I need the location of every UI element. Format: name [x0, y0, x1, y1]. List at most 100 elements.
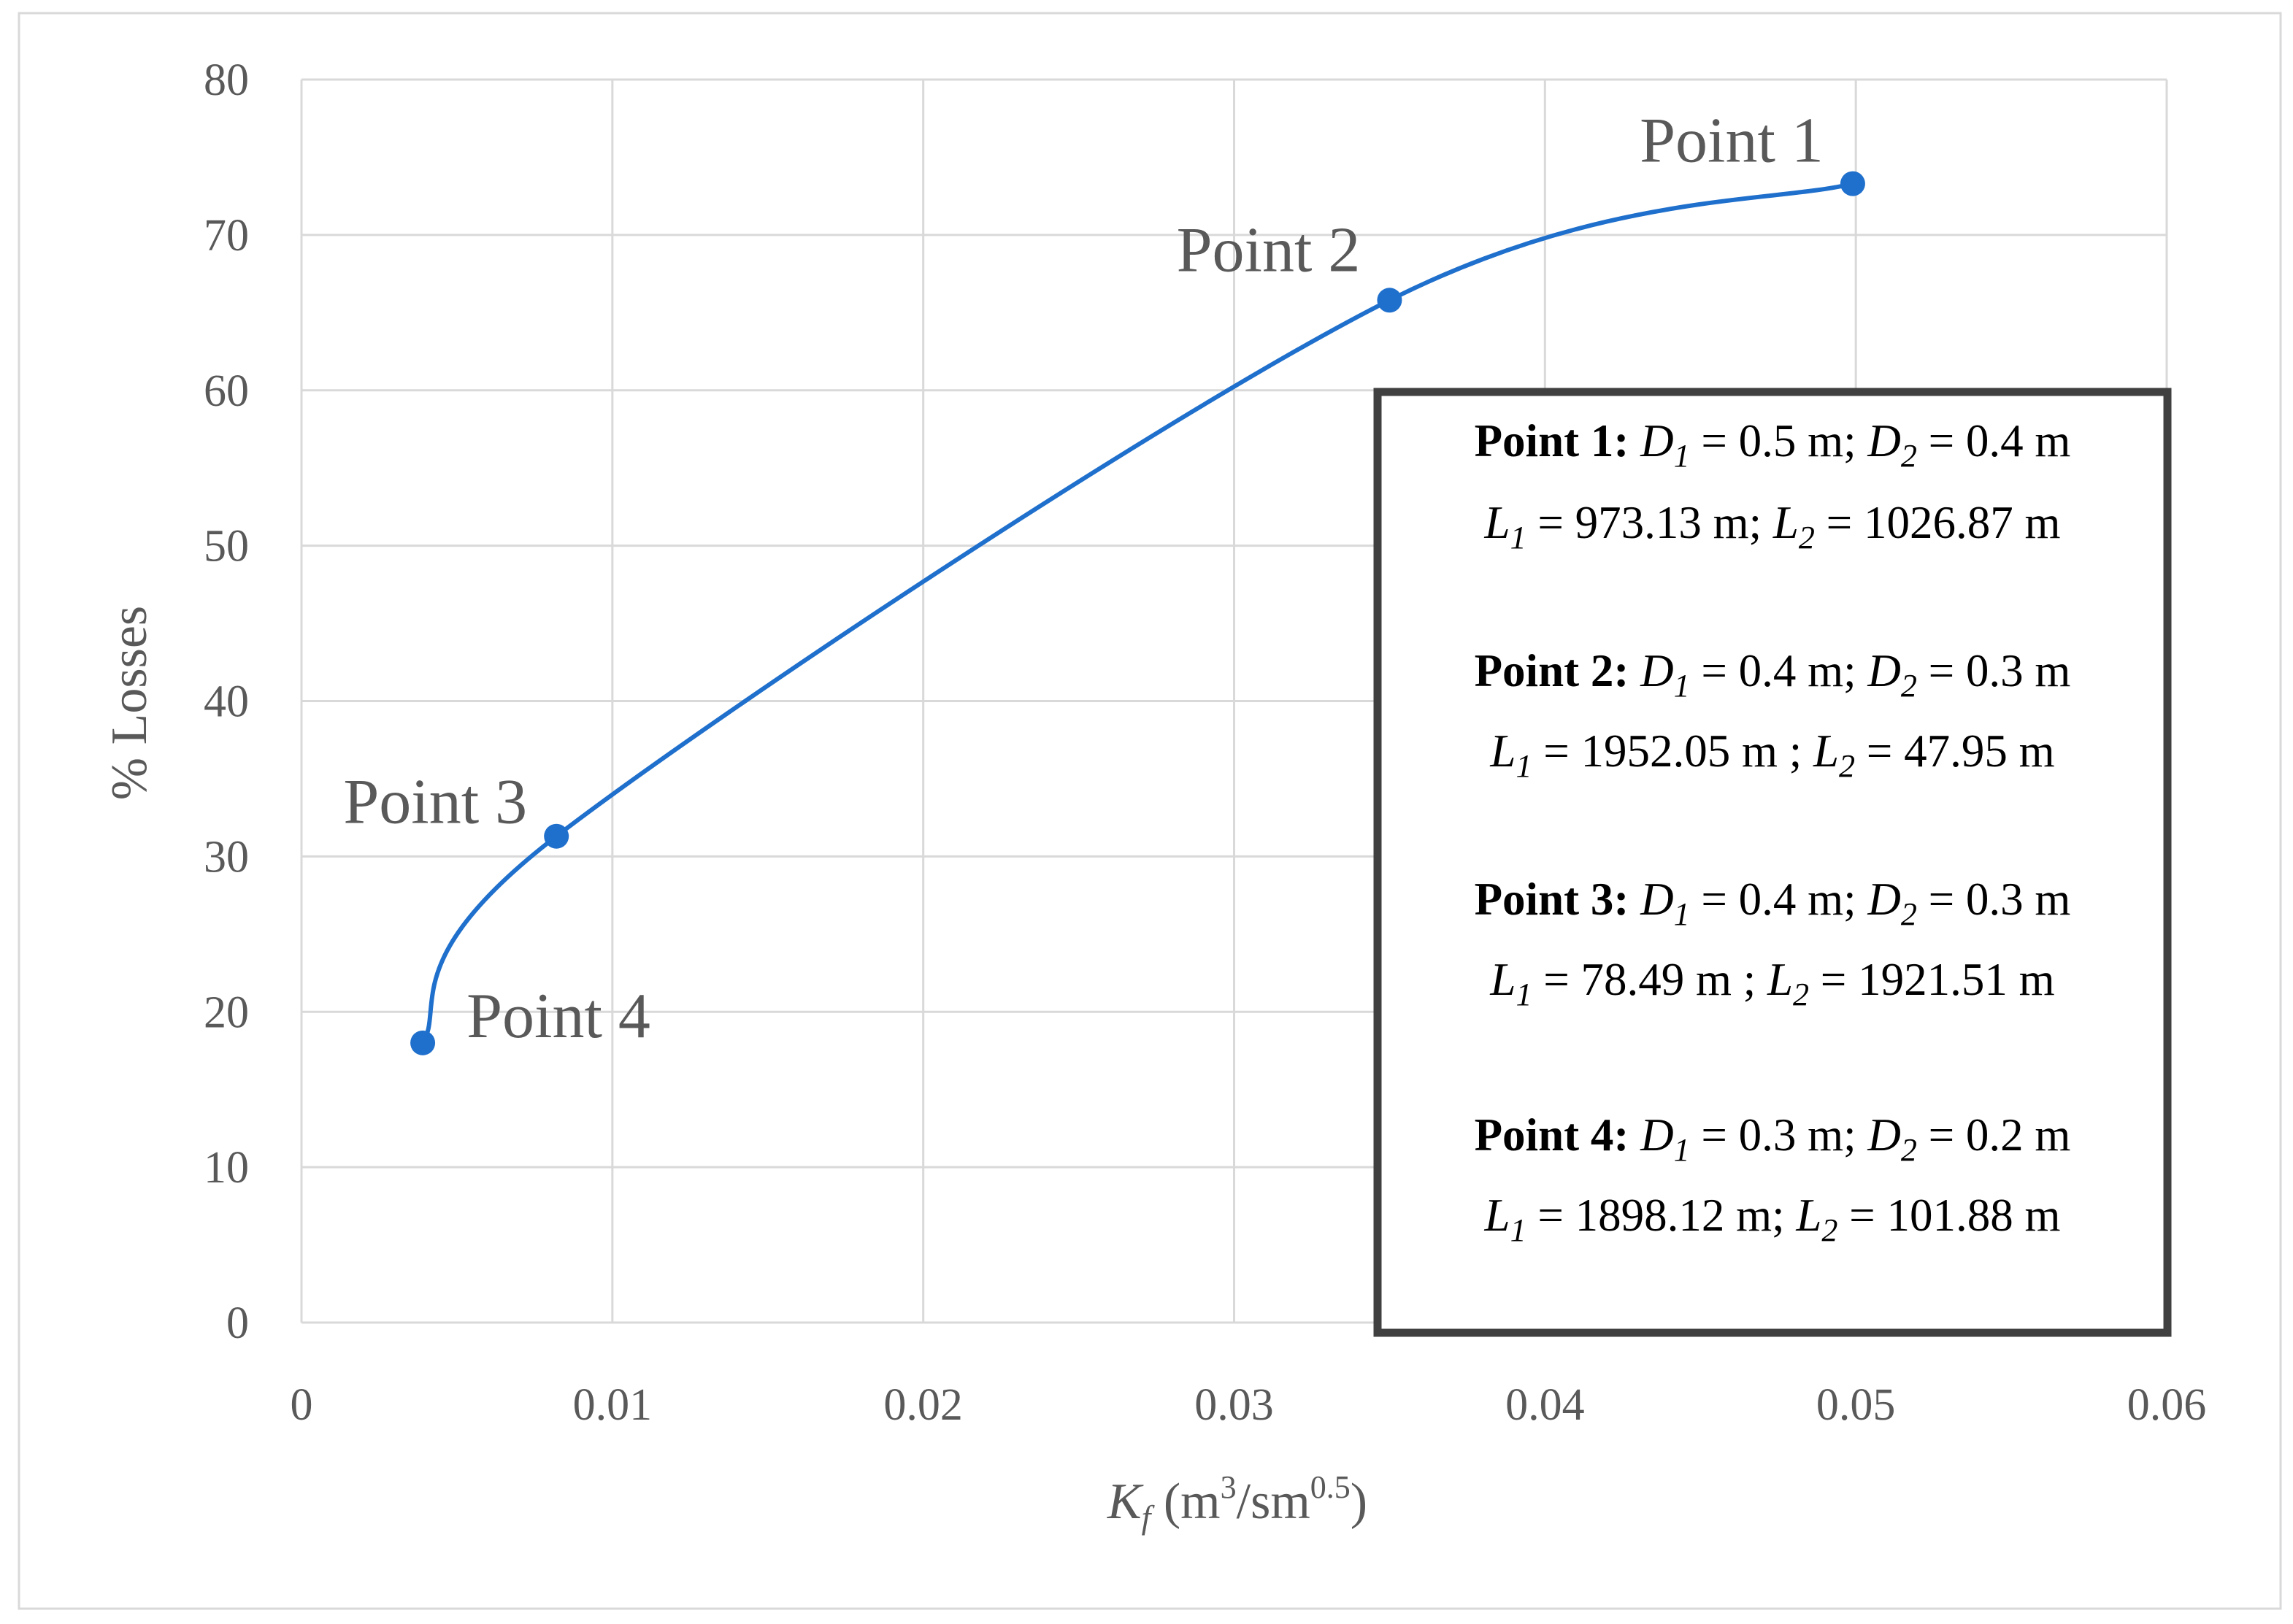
var-text: = 101.88 m [1837, 1190, 2060, 1241]
data-point [1377, 288, 1402, 313]
var-text: = 0.3 m; [1690, 1109, 1868, 1161]
annotation-box: Point 1: D1 = 0.5 m; D2 = 0.4 mL1 = 973.… [1373, 388, 2172, 1337]
y-tick-label: 0 [226, 1298, 249, 1348]
var-subscript: 1 [1516, 977, 1532, 1012]
var-symbol: D [1640, 874, 1674, 925]
var-symbol: D [1640, 415, 1674, 466]
y-tick-label: 80 [204, 55, 249, 105]
var-symbol: L [1772, 497, 1799, 548]
var-text: = 0.2 m [1917, 1109, 2071, 1161]
var-symbol: D [1867, 645, 1901, 696]
point-labels: Point 4 Point 3 Point 2 Point 1 [343, 106, 1824, 1052]
var-symbol: L [1484, 497, 1510, 548]
x-tick-label: 0.02 [883, 1380, 963, 1430]
var-symbol: L [1767, 954, 1793, 1005]
x-tick-label: 0.05 [1816, 1380, 1896, 1430]
series-line [420, 181, 1854, 1044]
y-tick-label: 40 [204, 677, 249, 727]
var-subscript: 2 [1793, 977, 1809, 1012]
var-symbol: L [1795, 1190, 1821, 1241]
var-subscript: 1 [1674, 1132, 1690, 1168]
var-subscript: 1 [1510, 520, 1526, 555]
x-axis-unit-mid: /sm [1237, 1474, 1310, 1530]
x-axis-title: Kf (m3/sm0.5) [1107, 1469, 1367, 1536]
point-label: Point 4 [466, 981, 650, 1052]
var-text: = 0.4 m [1917, 415, 2071, 466]
var-text: = 1898.12 m; [1526, 1190, 1797, 1241]
y-axis-title: % Losses [101, 606, 158, 800]
var-subscript: 2 [1839, 748, 1855, 784]
annotation-line: L1 = 1952.05 m ; L2 = 47.95 m [1489, 726, 2054, 784]
x-tick-label: 0.06 [2127, 1380, 2207, 1430]
var-text: = 47.95 m [1855, 726, 2055, 777]
y-tick-label: 50 [204, 522, 249, 572]
var-symbol: L [1484, 1190, 1510, 1241]
var-subscript: 2 [1901, 668, 1917, 704]
var-text: = 78.49 m ; [1532, 954, 1767, 1005]
annotation-title: Point 2: [1475, 645, 1629, 696]
y-tick-label: 60 [204, 366, 249, 416]
var-symbol: D [1640, 645, 1674, 696]
annotation-line: Point 1: D1 = 0.5 m; D2 = 0.4 m [1475, 415, 2071, 474]
y-tick-label: 30 [204, 832, 249, 882]
annotation-line: Point 4: D1 = 0.3 m; D2 = 0.2 m [1475, 1109, 2071, 1168]
var-text: = 1952.05 m ; [1532, 726, 1813, 777]
var-subscript: 2 [1821, 1212, 1837, 1248]
annotation-box-border [1373, 388, 2172, 1337]
annotation-line: Point 3: D1 = 0.4 m; D2 = 0.3 m [1475, 874, 2071, 932]
annotation-title: Point 1: [1475, 415, 1629, 466]
var-text: = 0.4 m; [1690, 645, 1868, 696]
point-label: Point 2 [1177, 215, 1361, 285]
var-symbol: D [1867, 415, 1901, 466]
x-tick-label: 0.01 [573, 1380, 653, 1430]
annotation-title: Point 3: [1475, 874, 1629, 925]
x-axis-unit-open: (m [1151, 1474, 1220, 1530]
point-label: Point 3 [343, 767, 527, 838]
data-point [410, 1030, 436, 1055]
x-axis-unit-close: ) [1351, 1474, 1367, 1530]
var-subscript: 2 [1799, 520, 1815, 555]
var-subscript: 1 [1516, 748, 1532, 784]
var-subscript: 2 [1901, 1132, 1917, 1168]
var-text: = 0.4 m; [1690, 874, 1868, 925]
var-text: = 0.5 m; [1690, 415, 1868, 466]
var-text: = 1026.87 m [1815, 497, 2061, 548]
var-subscript: 1 [1674, 668, 1690, 704]
x-axis-unit-sup: 3 [1221, 1469, 1237, 1505]
data-point [1840, 171, 1865, 196]
var-symbol: L [1489, 954, 1516, 1005]
x-axis-unit-sup2: 0.5 [1310, 1469, 1351, 1505]
var-symbol: D [1867, 874, 1901, 925]
var-text: = 0.3 m [1917, 645, 2071, 696]
y-tick-labels: 0 10 20 30 40 50 60 70 80 [204, 55, 249, 1348]
x-tick-label: 0.03 [1194, 1380, 1274, 1430]
annotation-title: Point 4: [1475, 1109, 1629, 1161]
annotation-line: Point 2: D1 = 0.4 m; D2 = 0.3 m [1475, 645, 2071, 704]
annotation-line: L1 = 78.49 m ; L2 = 1921.51 m [1489, 954, 2054, 1012]
x-tick-labels: 0 0.01 0.02 0.03 0.04 0.05 0.06 [291, 1380, 2207, 1430]
var-text: = 973.13 m; [1526, 497, 1773, 548]
y-tick-label: 10 [204, 1143, 249, 1193]
var-subscript: 2 [1901, 438, 1917, 474]
y-tick-label: 20 [204, 988, 249, 1037]
data-point [544, 823, 569, 849]
var-subscript: 2 [1901, 896, 1917, 932]
y-tick-label: 70 [204, 211, 249, 261]
var-text: = 1921.51 m [1809, 954, 2055, 1005]
annotation-line: L1 = 973.13 m; L2 = 1026.87 m [1484, 497, 2061, 555]
var-subscript: 1 [1510, 1212, 1526, 1248]
var-text: = 0.3 m [1917, 874, 2071, 925]
var-symbol: L [1813, 726, 1839, 777]
point-label: Point 1 [1640, 106, 1824, 177]
x-tick-label: 0 [291, 1380, 313, 1430]
var-symbol: L [1489, 726, 1516, 777]
x-tick-label: 0.04 [1505, 1380, 1585, 1430]
var-subscript: 1 [1674, 438, 1690, 474]
var-subscript: 1 [1674, 896, 1690, 932]
x-axis-symbol: K [1107, 1474, 1144, 1530]
data-points [410, 171, 1865, 1055]
var-symbol: D [1867, 1109, 1901, 1161]
annotation-line: L1 = 1898.12 m; L2 = 101.88 m [1484, 1190, 2061, 1248]
var-symbol: D [1640, 1109, 1674, 1161]
